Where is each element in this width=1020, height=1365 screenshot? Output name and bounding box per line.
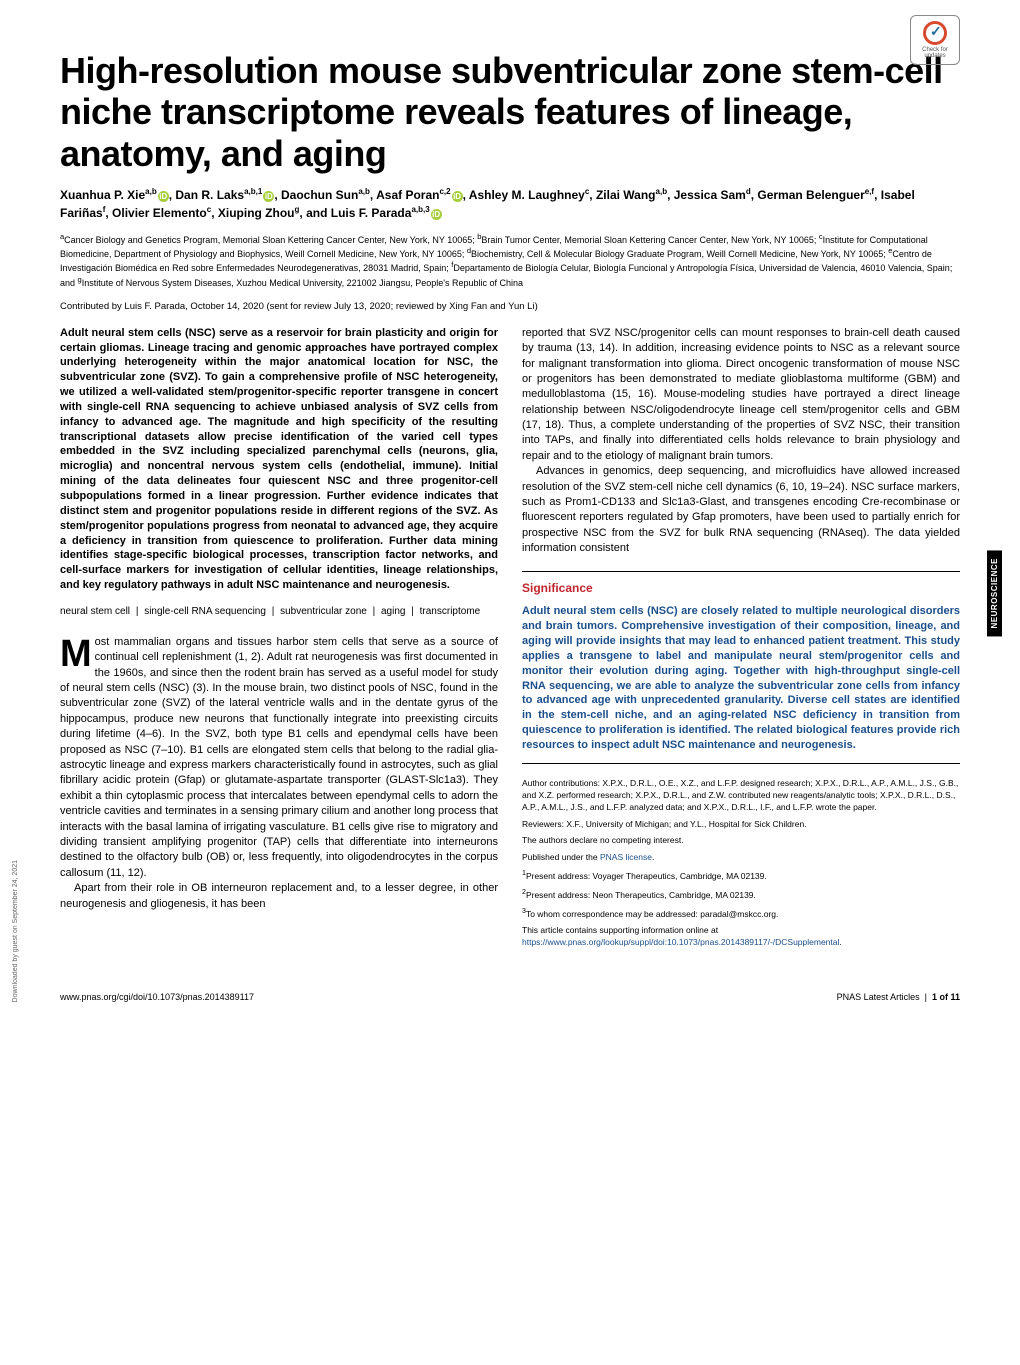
contributed-by: Contributed by Luis F. Parada, October 1… (60, 301, 960, 312)
orcid-icon: iD (431, 209, 442, 220)
page-footer: www.pnas.org/cgi/doi/10.1073/pnas.201438… (60, 984, 960, 1002)
author-contributions: Author contributions: X.P.X., D.R.L., O.… (522, 778, 960, 814)
article-title: High-resolution mouse subventricular zon… (60, 50, 960, 174)
author-list: Xuanhua P. Xiea,biD, Dan R. Laksa,b,1iD,… (60, 186, 960, 222)
abstract: Adult neural stem cells (NSC) serve as a… (60, 326, 498, 593)
supporting-info-link[interactable]: https://www.pnas.org/lookup/suppl/doi:10… (522, 937, 839, 947)
reviewers: Reviewers: X.F., University of Michigan;… (522, 819, 960, 831)
check-updates-badge[interactable]: Check forupdates (910, 15, 960, 65)
footer-page: PNAS Latest Articles | 1 of 11 (837, 992, 960, 1002)
badge-text: Check forupdates (922, 47, 948, 59)
orcid-icon: iD (158, 191, 169, 202)
download-watermark: Downloaded by guest on September 24, 202… (12, 860, 19, 1002)
article-metadata: Author contributions: X.P.X., D.R.L., O.… (522, 778, 960, 949)
license: Published under the PNAS license. (522, 852, 960, 864)
competing-interest: The authors declare no competing interes… (522, 835, 960, 847)
supporting-info: This article contains supporting informa… (522, 925, 960, 949)
present-address-2: 2Present address: Neon Therapeutics, Cam… (522, 888, 960, 902)
significance-box: Significance Adult neural stem cells (NS… (522, 571, 960, 764)
footer-doi: www.pnas.org/cgi/doi/10.1073/pnas.201438… (60, 992, 254, 1002)
present-address-1: 1Present address: Voyager Therapeutics, … (522, 869, 960, 883)
section-tab: NEUROSCIENCE (987, 550, 1002, 636)
left-column: Adult neural stem cells (NSC) serve as a… (60, 326, 498, 954)
keywords: neural stem cell | single-cell RNA seque… (60, 605, 498, 619)
significance-heading: Significance (522, 580, 960, 597)
body-text-right: reported that SVZ NSC/progenitor cells c… (522, 326, 960, 557)
check-icon (923, 21, 947, 45)
affiliations: aCancer Biology and Genetics Program, Me… (60, 232, 960, 289)
orcid-icon: iD (263, 191, 274, 202)
correspondence: 3To whom correspondence may be addressed… (522, 907, 960, 921)
right-column: reported that SVZ NSC/progenitor cells c… (522, 326, 960, 954)
license-link[interactable]: PNAS license (600, 852, 652, 862)
dropcap: M (60, 637, 92, 671)
significance-text: Adult neural stem cells (NSC) are closel… (522, 604, 960, 763)
body-text-left: Most mammalian organs and tissues harbor… (60, 635, 498, 912)
orcid-icon: iD (452, 191, 463, 202)
